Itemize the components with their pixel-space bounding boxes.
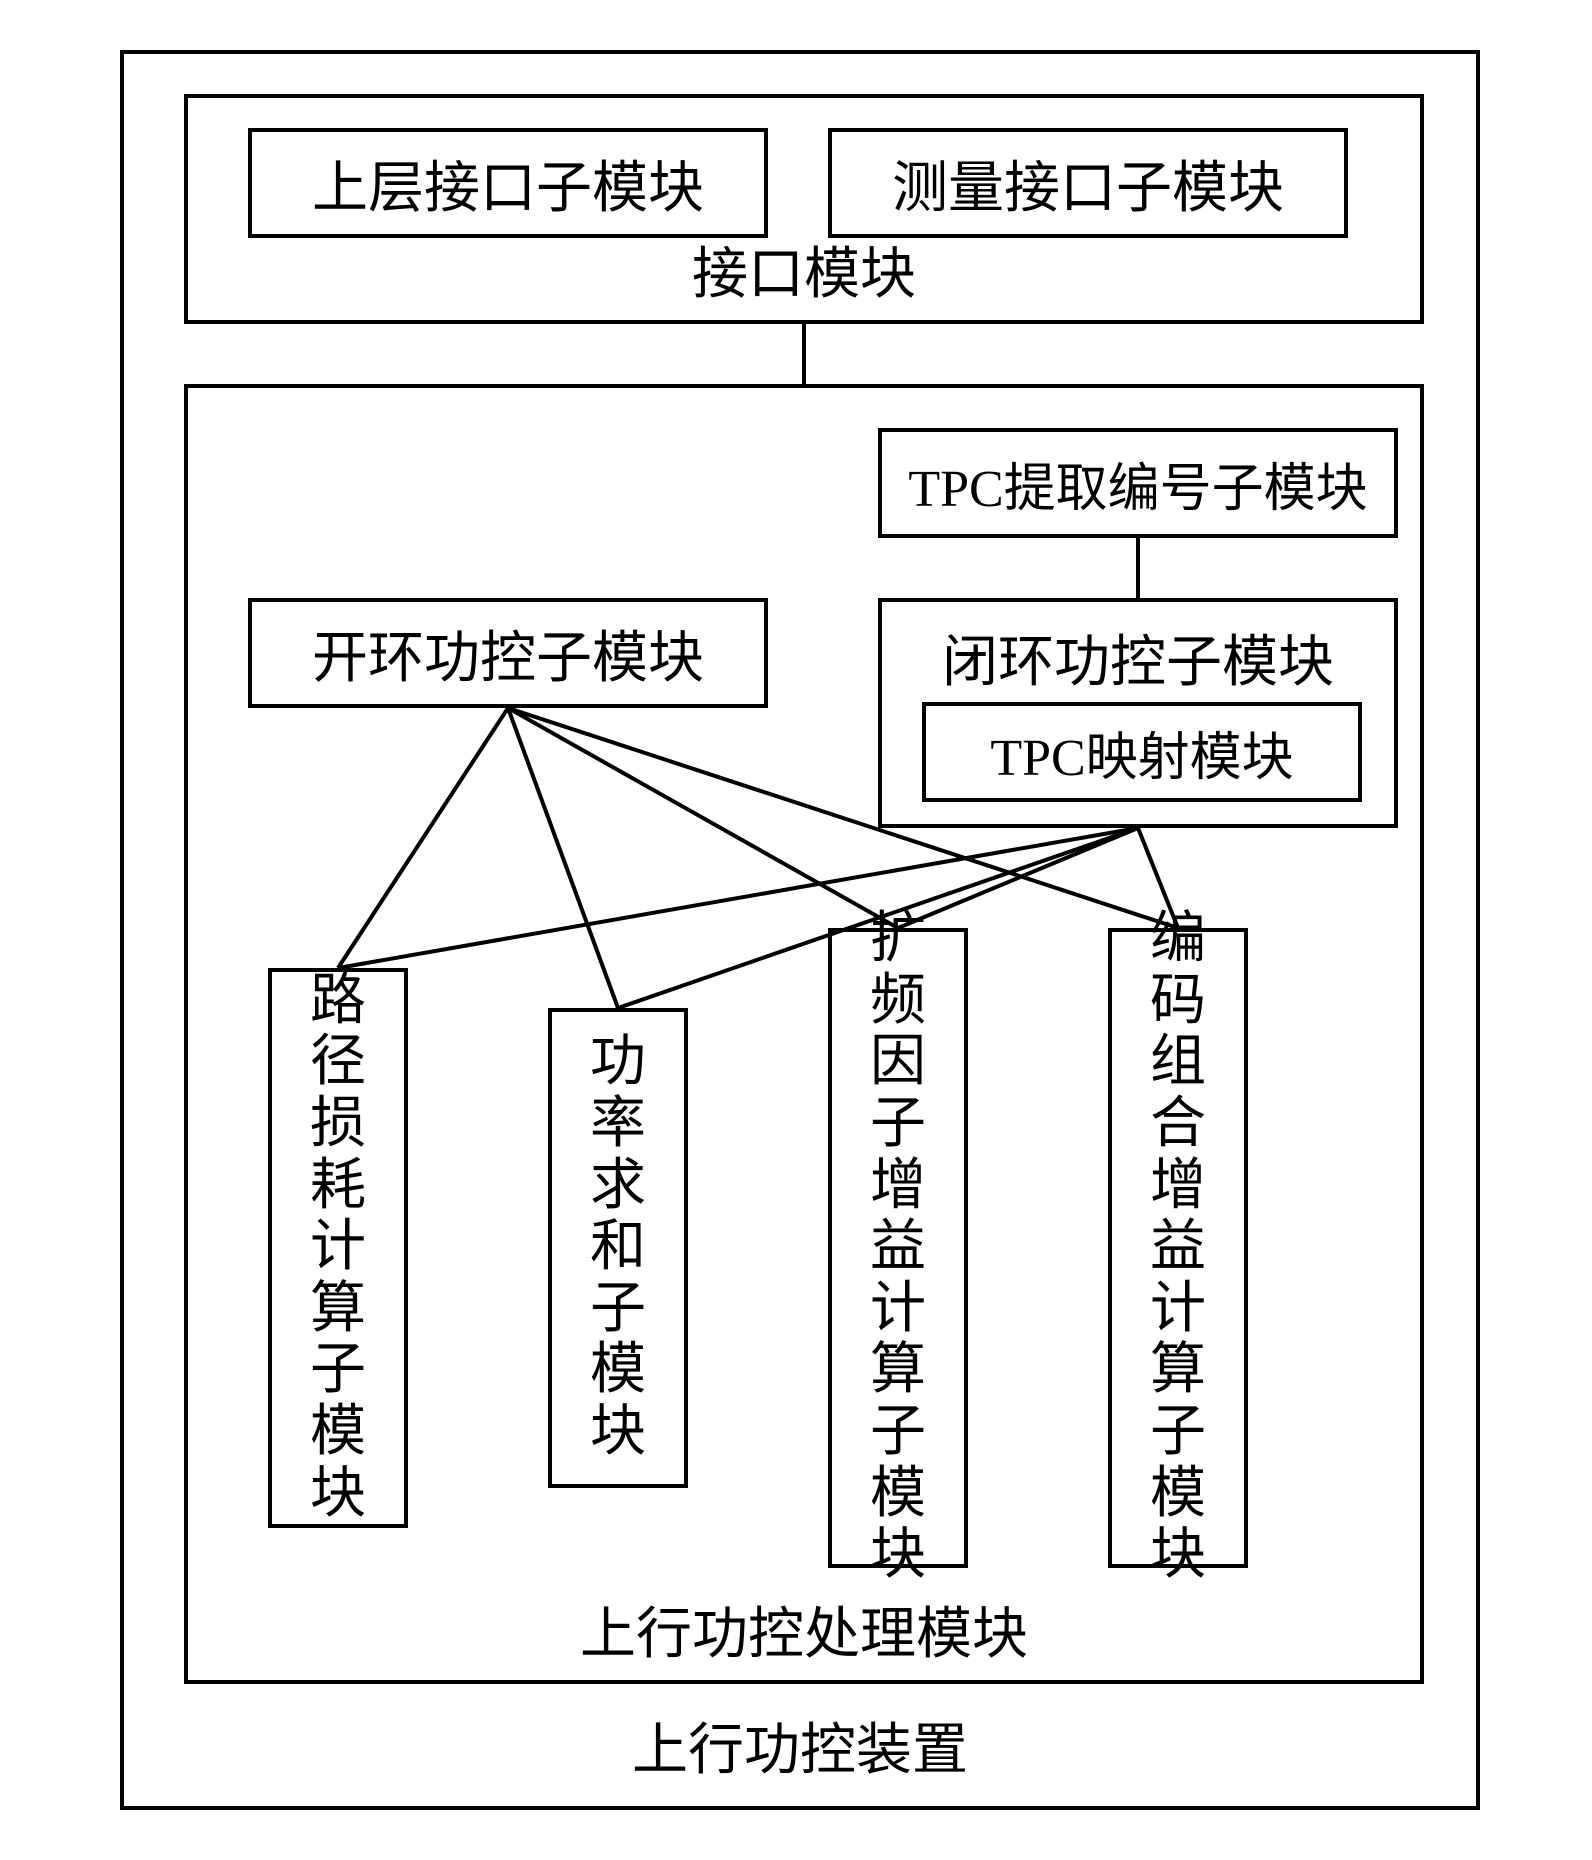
tpc-extract-numbering-submodule: TPC提取编号子模块 (878, 428, 1398, 538)
vertical-char: 算 (310, 1279, 366, 1341)
vertical-char: 算 (1150, 1340, 1206, 1402)
tpc-mapping-module: TPC映射模块 (922, 702, 1362, 802)
upper-interface-submodule: 上层接口子模块 (248, 128, 768, 238)
vertical-char: 子 (870, 1402, 926, 1464)
vertical-char: 径 (310, 1032, 366, 1094)
vertical-char: 率 (590, 1094, 646, 1156)
vertical-char: 模 (310, 1402, 366, 1464)
device-label: 上行功控装置 (124, 1705, 1476, 1786)
spread-factor-gain-calc-submodule: 扩频因子增益计算子模块 (828, 928, 968, 1568)
vertical-char: 益 (870, 1217, 926, 1279)
vertical-char: 扩 (870, 909, 926, 971)
vertical-char: 和 (590, 1217, 646, 1279)
connector-tpc-to-closedloop (1136, 538, 1140, 598)
vertical-char: 计 (870, 1279, 926, 1341)
upper-interface-label: 上层接口子模块 (312, 143, 704, 224)
vertical-char: 块 (310, 1464, 366, 1526)
vertical-char: 子 (310, 1340, 366, 1402)
vertical-char: 增 (1150, 1156, 1206, 1218)
vertical-char: 码 (1150, 971, 1206, 1033)
connector-interface-to-processing (802, 324, 806, 384)
vertical-char: 模 (870, 1464, 926, 1526)
open-loop-label: 开环功控子模块 (312, 613, 704, 694)
vertical-char: 功 (590, 1032, 646, 1094)
interface-module-label: 接口模块 (188, 229, 1420, 310)
vertical-char: 路 (310, 971, 366, 1033)
vertical-char: 损 (310, 1094, 366, 1156)
uplink-power-control-device: 上层接口子模块 测量接口子模块 接口模块 TPC提取编号子模块 开环功控子模块 … (120, 50, 1480, 1810)
closed-loop-label: 闭环功控子模块 (882, 617, 1394, 698)
vertical-char: 块 (590, 1402, 646, 1464)
uplink-processing-module: TPC提取编号子模块 开环功控子模块 闭环功控子模块 TPC映射模块 (184, 384, 1424, 1684)
vertical-char: 子 (1150, 1402, 1206, 1464)
measurement-interface-submodule: 测量接口子模块 (828, 128, 1348, 238)
vertical-char: 计 (1150, 1279, 1206, 1341)
interface-module: 上层接口子模块 测量接口子模块 接口模块 (184, 94, 1424, 324)
vertical-char: 块 (870, 1525, 926, 1587)
processing-module-label: 上行功控处理模块 (188, 1589, 1420, 1670)
vertical-char: 频 (870, 971, 926, 1033)
vertical-char: 算 (870, 1340, 926, 1402)
power-sum-submodule: 功率求和子模块 (548, 1008, 688, 1488)
vertical-char: 编 (1150, 909, 1206, 971)
vertical-char: 子 (870, 1094, 926, 1156)
code-combination-gain-calc-submodule: 编码组合增益计算子模块 (1108, 928, 1248, 1568)
vertical-char: 模 (590, 1340, 646, 1402)
vertical-char: 组 (1150, 1032, 1206, 1094)
vertical-char: 模 (1150, 1464, 1206, 1526)
tpc-map-label: TPC映射模块 (990, 715, 1293, 790)
vertical-char: 子 (590, 1279, 646, 1341)
vertical-char: 计 (310, 1217, 366, 1279)
path-loss-calc-submodule: 路径损耗计算子模块 (268, 968, 408, 1528)
open-loop-power-control-submodule: 开环功控子模块 (248, 598, 768, 708)
vertical-char: 益 (1150, 1217, 1206, 1279)
vertical-char: 求 (590, 1156, 646, 1218)
closed-loop-power-control-submodule: 闭环功控子模块 TPC映射模块 (878, 598, 1398, 828)
vertical-char: 增 (870, 1156, 926, 1218)
measurement-interface-label: 测量接口子模块 (892, 143, 1284, 224)
vertical-char: 块 (1150, 1525, 1206, 1587)
vertical-char: 合 (1150, 1094, 1206, 1156)
vertical-char: 因 (870, 1032, 926, 1094)
tpc-extract-label: TPC提取编号子模块 (908, 446, 1367, 521)
vertical-char: 耗 (310, 1156, 366, 1218)
